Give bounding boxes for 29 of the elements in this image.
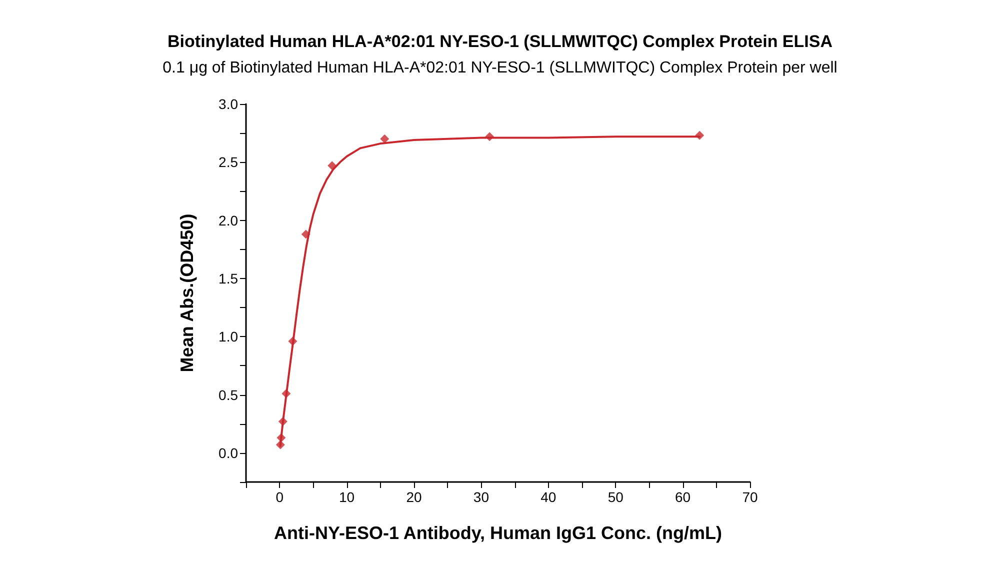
y-axis-title: Mean Abs.(OD450) [177,214,197,372]
x-tick-label: 60 [675,489,691,505]
y-tick-label: 0.5 [218,386,238,403]
x-tick-label: 70 [742,489,758,505]
chart-subtitle: 0.1 μg of Biotinylated Human HLA-A*02:01 NY-ESO-1 (SLLMWITQC) Complex Protein per well [162,60,838,76]
point [485,132,494,142]
y-tick-label: 2.0 [218,212,238,228]
x-tick-label: 0 [276,489,284,505]
y-tick-label: 1.0 [218,328,238,345]
point [278,417,288,426]
y-tick-label: 0.0 [218,444,238,461]
point [288,336,298,346]
y-tick-label: 2.5 [218,154,238,170]
x-tick-label: 40 [540,489,556,505]
point [276,440,285,450]
point [695,130,704,140]
point [328,161,337,170]
x-axis-title: Anti-NY-ESO-1 Antibody, Human IgG1 Conc. (ng/mL) [274,523,722,543]
y-tick-label: 1.5 [218,270,238,286]
point [301,230,310,239]
point [276,433,286,442]
x-tick-label: 30 [473,489,490,505]
point [282,389,291,398]
x-tick-label: 10 [339,489,355,505]
point [380,134,390,144]
y-tick-label: 3.0 [218,96,238,112]
x-tick-label: 50 [608,489,624,505]
x-tick-label: 20 [406,489,422,505]
chart-title: Biotinylated Human HLA-A*02:01 NY-ESO-1 (SLLMWITQC) Complex Protein ELISA [168,32,832,51]
